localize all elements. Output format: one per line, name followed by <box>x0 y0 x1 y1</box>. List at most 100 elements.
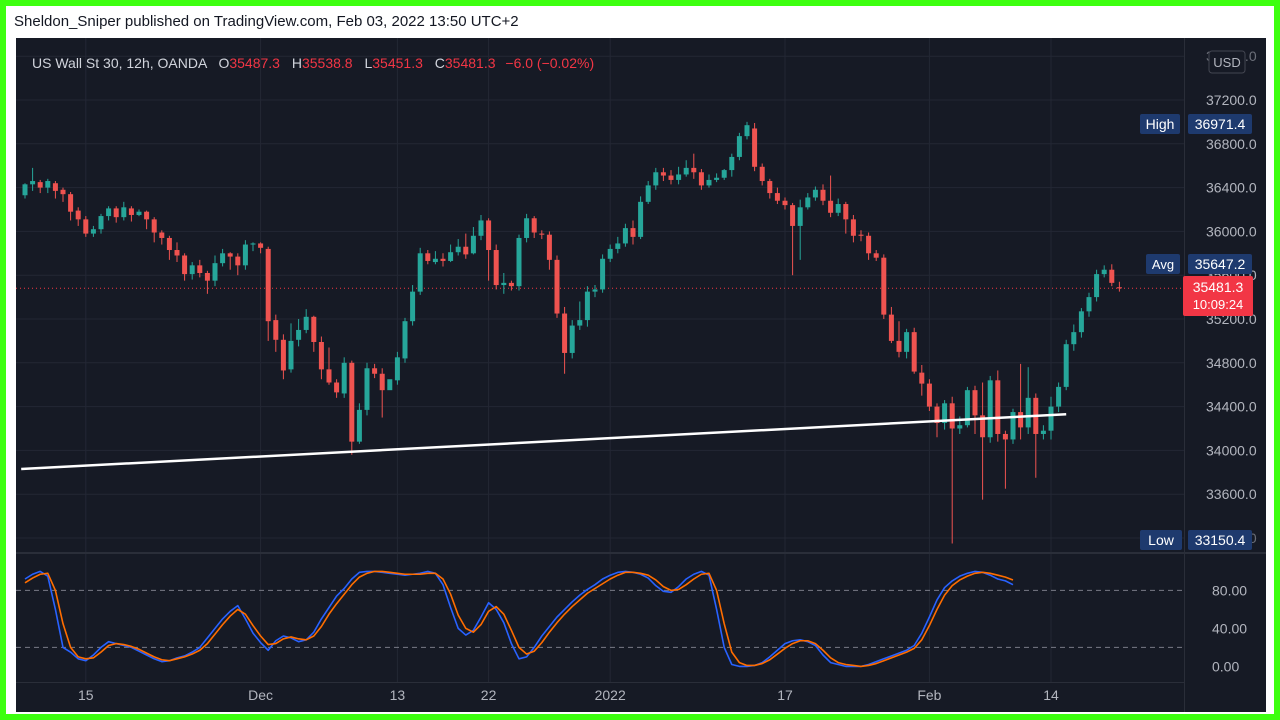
candle <box>714 173 720 183</box>
candle-body <box>1048 406 1054 431</box>
candle-body <box>949 403 955 429</box>
chart-canvas[interactable]: 37200.036800.036400.036000.035600.035200… <box>16 38 1266 712</box>
candle-body <box>698 172 704 186</box>
candle-body <box>478 220 484 236</box>
candle-body <box>972 390 978 416</box>
candle-body <box>159 232 165 238</box>
candle <box>1116 281 1122 292</box>
candle <box>531 216 537 238</box>
candle-body <box>896 340 902 352</box>
candle <box>1109 264 1115 287</box>
stochastic-scale[interactable]: 80.00 40.00 0.00 <box>1212 582 1247 674</box>
candle <box>797 199 803 260</box>
candle <box>524 213 530 243</box>
grid-layer <box>16 38 1184 682</box>
time-tick-label: 17 <box>777 687 793 703</box>
candle-body <box>653 172 659 186</box>
price-tick-label: 36800.0 <box>1206 136 1257 152</box>
candle-body <box>668 175 674 180</box>
candle-body <box>615 243 621 249</box>
candle <box>1086 292 1092 317</box>
candle <box>1101 265 1107 278</box>
candle-body <box>873 253 879 258</box>
candle <box>1018 363 1024 440</box>
candle-body <box>554 259 560 314</box>
candle <box>303 309 309 334</box>
candle-body <box>577 320 583 326</box>
candle <box>166 235 172 260</box>
candle <box>774 187 780 205</box>
candle <box>1040 425 1046 440</box>
low-value: 35451.3 <box>372 55 423 71</box>
candle-body <box>258 243 264 248</box>
candle-body <box>660 172 666 176</box>
low-value: 33150.4 <box>1195 532 1246 548</box>
candle <box>151 217 157 243</box>
pane-separator[interactable] <box>16 552 1266 554</box>
candle <box>980 382 986 500</box>
candle-body <box>128 208 134 215</box>
candle <box>995 370 1001 442</box>
candle-body <box>539 233 545 235</box>
candle-body <box>683 167 689 175</box>
time-tick-label: 15 <box>78 687 94 703</box>
candle <box>174 242 180 263</box>
candle-body <box>394 357 400 381</box>
candle <box>410 285 416 326</box>
candle <box>288 323 294 373</box>
candle <box>562 306 568 374</box>
candle-body <box>934 406 940 424</box>
candle <box>782 197 788 210</box>
candle <box>235 253 241 276</box>
candle-body <box>508 282 514 287</box>
candle-body <box>151 219 157 233</box>
candle-body <box>987 380 993 438</box>
candle <box>668 170 674 185</box>
last-price-marker[interactable]: 35481.3 10:09:24 <box>1183 276 1253 316</box>
candle <box>182 253 188 281</box>
candle-body <box>714 177 720 180</box>
candle-body <box>37 182 43 188</box>
candle <box>881 254 887 319</box>
high-label: H <box>291 55 302 71</box>
symbol-title[interactable]: US Wall St 30, 12h, OANDA <box>32 55 207 71</box>
price-scale-border <box>1184 38 1185 712</box>
candle <box>83 216 89 237</box>
candle <box>790 202 796 276</box>
candle-body <box>858 234 864 236</box>
candle <box>638 196 644 240</box>
candle-body <box>242 244 248 266</box>
candle-body <box>562 313 568 353</box>
chart-area[interactable]: 37200.0 36800.0 36400.0 36000.0 35600.0 35200… <box>16 38 1266 712</box>
trendline[interactable] <box>21 413 1067 471</box>
candle <box>379 368 385 418</box>
candle <box>493 244 499 290</box>
candle-body <box>189 265 195 275</box>
time-scale[interactable]: 15 Dec 13 22 2022 17 Feb 14 <box>78 687 1059 703</box>
candle-body <box>752 128 758 167</box>
candle <box>721 168 727 180</box>
candle-body <box>721 170 727 178</box>
candle-body <box>1094 274 1100 298</box>
candle <box>896 321 902 358</box>
candle-body <box>600 258 606 290</box>
candle <box>227 252 233 270</box>
candle-body <box>850 219 856 236</box>
candle-body <box>144 211 150 220</box>
candle <box>128 206 134 222</box>
candle-body <box>212 263 218 281</box>
candle <box>1071 324 1077 351</box>
candle-body <box>470 235 476 254</box>
candle <box>455 239 461 256</box>
candle-body <box>1056 386 1062 407</box>
open-label: O <box>218 55 230 71</box>
candle <box>280 334 286 380</box>
high-marker: High 36971.4 <box>1140 114 1252 134</box>
avg-value: 35647.2 <box>1195 256 1246 272</box>
candle-body <box>797 207 803 226</box>
candle <box>691 153 697 179</box>
candle-body <box>630 228 636 237</box>
candle-body <box>767 181 773 194</box>
candle-body <box>432 258 438 263</box>
currency-badge[interactable]: USD <box>1208 50 1246 74</box>
